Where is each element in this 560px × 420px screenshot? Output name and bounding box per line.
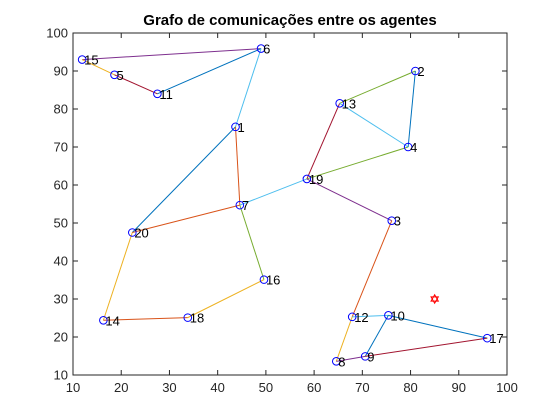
edge-7-16 [239,204,265,280]
y-tick-label-70: 70 [54,140,68,155]
node-marker-16 [259,275,269,284]
nodes-layer [77,44,492,366]
y-tick-label-40: 40 [54,254,68,269]
node-label-1: 1 [238,120,245,135]
edge-14-18 [103,317,188,321]
node-marker-8 [331,357,341,366]
chart-title: Grafo de comunicações entre os agentes [143,12,436,29]
y-tick-label-30: 30 [54,292,68,307]
x-tick-label-60: 60 [307,380,321,395]
edge-18-16 [187,279,265,319]
node-marker-18 [183,313,193,322]
edge-20-14 [102,232,133,321]
target-layer [430,293,440,305]
node-marker-19 [302,174,312,184]
y-tick-label-20: 20 [54,330,68,345]
edge-13-4 [339,102,409,148]
y-tick-label-60: 60 [54,178,68,193]
edge-1-20 [131,126,236,233]
node-label-18: 18 [190,311,204,326]
node-marker-6 [256,44,266,53]
x-tick-label-20: 20 [114,380,128,395]
edge-3-12 [351,220,393,318]
node-label-6: 6 [263,42,270,57]
edge-9-17 [365,337,488,357]
edge-1-7 [235,126,241,206]
node-marker-5 [110,70,119,80]
x-tick-label-30: 30 [162,380,176,395]
edge-2-4 [407,70,416,148]
node-marker-13 [335,99,344,108]
node-label-16: 16 [266,273,280,288]
node-marker-3 [387,216,397,226]
x-tick-label-50: 50 [259,380,273,395]
y-tick-label-90: 90 [54,64,68,79]
edge-7-20 [132,204,240,233]
node-label-10: 10 [390,308,404,323]
edge-15-5 [81,59,115,76]
node-marker-11 [153,89,162,99]
node-marker-17 [482,333,492,343]
node-label-9: 9 [367,349,374,364]
y-tick-label-50: 50 [54,216,68,231]
x-tick-label-70: 70 [355,380,369,395]
y-tick-label-80: 80 [54,102,68,117]
edge-7-19 [239,178,308,206]
axes-box [72,32,508,376]
node-label-15: 15 [84,53,98,68]
node-marker-2 [411,66,420,76]
node-marker-4 [403,142,413,152]
node-label-12: 12 [354,310,368,325]
x-tick-label-10: 10 [66,380,80,395]
node-marker-12 [347,312,357,322]
edge-6-1 [235,48,262,128]
node-marker-20 [128,228,137,237]
node-label-19: 19 [309,172,323,187]
node-label-14: 14 [105,313,119,328]
node-label-8: 8 [338,354,345,369]
axes-layer: 10 20 30 40 50 60 70 80 90 100 10 20 30 40 50 60 70 80 90 1… [46,26,518,396]
edge-19-13 [306,103,341,180]
edge-15-6 [82,48,262,61]
edge-12-10 [352,314,389,318]
node-label-2: 2 [417,64,424,79]
node-label-13: 13 [342,96,356,111]
edge-19-3 [306,178,392,222]
node-label-11: 11 [159,87,173,102]
y-tick-label-100: 100 [46,26,68,41]
node-label-5: 5 [116,68,123,83]
edge-13-2 [339,70,416,104]
edge-10-9 [364,315,389,357]
node-marker-15 [77,55,87,64]
edges-layer [81,48,488,362]
node-marker-7 [235,200,245,210]
target-marker-triangle-down [430,296,440,305]
x-tick-label-90: 90 [452,380,466,395]
y-tick-label-10: 10 [54,368,68,383]
target-marker-triangle-up [430,293,440,302]
node-label-17: 17 [489,331,503,346]
node-marker-9 [360,352,370,361]
edge-10-17 [388,314,488,339]
x-tick-label-100: 100 [496,380,518,395]
node-label-7: 7 [242,198,249,213]
x-tick-label-40: 40 [210,380,224,395]
node-marker-1 [231,122,240,132]
edge-9-8 [336,355,366,362]
node-marker-10 [384,311,393,320]
edge-5-11 [114,74,158,95]
edge-11-6 [157,48,262,95]
edge-19-4 [306,146,409,180]
node-label-4: 4 [410,140,417,155]
node-marker-14 [99,315,108,325]
x-tick-label-80: 80 [403,380,417,395]
node-label-3: 3 [394,214,401,229]
edge-12-8 [335,316,353,362]
node-label-20: 20 [134,226,148,241]
